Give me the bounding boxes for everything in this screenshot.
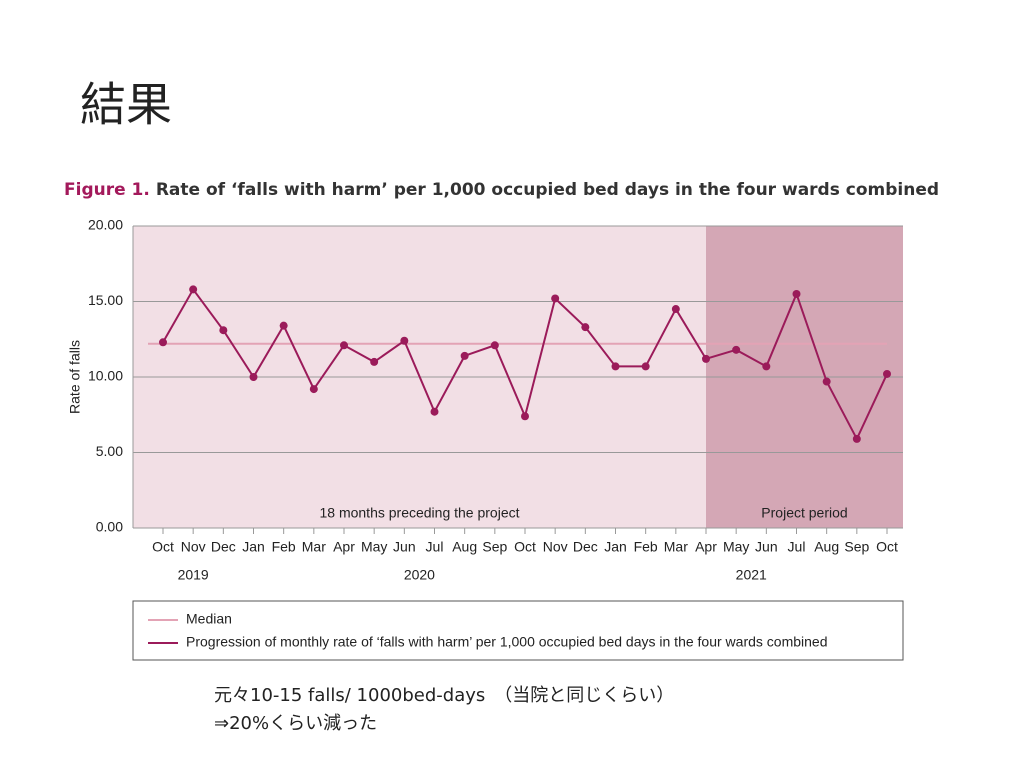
x-tick-label: Nov	[543, 539, 568, 555]
x-tick-label: Jul	[788, 539, 806, 555]
title-prefix: Figure 1.	[64, 180, 150, 200]
data-point	[400, 336, 409, 345]
x-tick-label: Feb	[272, 539, 296, 555]
y-tick-label: 20.00	[88, 217, 123, 233]
data-point	[581, 323, 590, 332]
x-tick-label: Aug	[452, 539, 477, 555]
data-point	[490, 341, 499, 350]
data-point	[219, 326, 228, 335]
data-point	[460, 351, 469, 360]
data-point	[822, 377, 831, 386]
data-point	[430, 407, 439, 416]
year-label: 2021	[736, 567, 767, 583]
x-tick-label: Apr	[333, 539, 355, 555]
x-tick-label: Nov	[181, 539, 206, 555]
period-label: Project period	[761, 505, 847, 521]
data-point	[309, 385, 318, 394]
x-tick-label: Jan	[604, 539, 627, 555]
x-tick-label: Mar	[664, 539, 688, 555]
x-tick-label: Dec	[573, 539, 598, 555]
x-tick-label: Jul	[426, 539, 444, 555]
y-tick-label: 5.00	[96, 443, 123, 459]
data-point	[521, 412, 529, 421]
x-tick-label: Dec	[211, 539, 236, 555]
x-tick-label: Jun	[393, 539, 416, 555]
data-point	[732, 345, 741, 354]
slide-title: 結果	[80, 78, 172, 132]
data-point	[762, 362, 771, 371]
data-point	[611, 362, 620, 371]
y-axis-label: Rate of falls	[67, 340, 83, 414]
data-point	[883, 369, 891, 378]
note: 元々10-15 falls/ 1000bed-days （当院と同じくらい）	[214, 685, 674, 706]
period-label: 18 months preceding the project	[319, 505, 519, 521]
data-point	[671, 305, 680, 314]
x-tick-label: May	[361, 539, 387, 555]
data-point	[189, 285, 198, 294]
x-tick-label: Oct	[514, 539, 536, 555]
legend-label: Median	[186, 611, 232, 627]
x-tick-label: Sep	[844, 539, 869, 555]
data-point	[702, 354, 710, 363]
y-tick-label: 0.00	[96, 519, 123, 535]
note: ⇒20%くらい減った	[214, 713, 377, 734]
y-tick-label: 15.00	[88, 292, 123, 308]
data-point	[249, 373, 258, 381]
data-point	[852, 434, 861, 443]
data-point	[792, 289, 801, 298]
x-tick-label: Mar	[302, 539, 326, 555]
year-label: 2019	[178, 567, 209, 583]
title-text: Rate of ‘falls with harm’ per 1,000 occu…	[156, 180, 939, 200]
legend-box	[132, 600, 904, 661]
data-point	[340, 341, 348, 350]
x-tick-label: Sep	[482, 539, 507, 555]
x-tick-label: Oct	[152, 539, 174, 555]
year-label: 2020	[404, 567, 435, 583]
data-point	[370, 357, 379, 366]
data-point	[159, 338, 167, 347]
x-tick-label: Jun	[755, 539, 778, 555]
x-tick-label: Feb	[634, 539, 658, 555]
x-tick-label: May	[723, 539, 749, 555]
chart-title: Figure 1. Rate of ‘falls with harm’ per 1…	[64, 180, 939, 200]
y-tick-label: 10.00	[88, 368, 123, 384]
x-tick-label: Jan	[242, 539, 265, 555]
x-tick-label: Aug	[814, 539, 839, 555]
data-point	[279, 321, 288, 330]
x-tick-label: Apr	[695, 539, 717, 555]
legend-label: Progression of monthly rate of ‘falls wi…	[186, 634, 827, 650]
data-point	[641, 362, 650, 371]
data-point	[551, 294, 560, 303]
x-tick-label: Oct	[876, 539, 898, 555]
